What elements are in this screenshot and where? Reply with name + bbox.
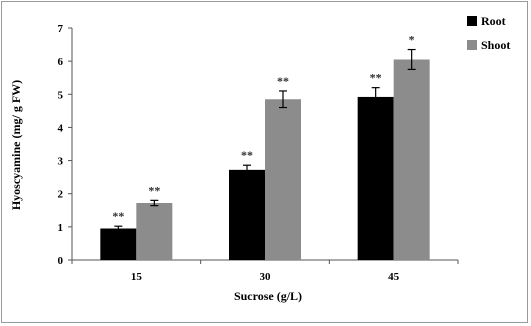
significance-label: * [409, 33, 415, 47]
bar-shoot-15 [136, 202, 173, 260]
significance-label: ** [148, 183, 160, 197]
legend-label-root: Root [481, 14, 506, 28]
bar-root-15 [100, 228, 137, 260]
y-axis-title: Hyoscyamine (mg/ g FW) [9, 80, 23, 210]
legend: Root Shoot [467, 14, 510, 52]
legend-swatch-shoot [467, 40, 477, 50]
y-tick-label: 5 [58, 89, 64, 101]
bar-root-30 [229, 169, 265, 260]
x-tick-label: 30 [260, 271, 272, 283]
legend-swatch-root [467, 16, 477, 26]
legend-label-shoot: Shoot [481, 38, 510, 52]
bars [100, 48, 430, 261]
y-tick-label: 0 [58, 255, 64, 267]
y-tick-label: 1 [58, 222, 64, 234]
significance-label: ** [241, 148, 253, 162]
bar-shoot-30 [265, 99, 301, 260]
significance-label: ** [112, 209, 124, 223]
y-tick-label: 6 [58, 56, 64, 68]
bar-root-45 [357, 96, 394, 261]
y-tick-label: 7 [58, 23, 64, 35]
x-axis-title: Sucrose (g/L) [234, 289, 302, 303]
y-tick-label: 4 [58, 122, 64, 134]
x-tick-label: 45 [388, 271, 400, 283]
significance-label: ** [277, 74, 289, 88]
y-tick-label: 2 [58, 189, 64, 201]
y-tick-label: 3 [58, 156, 64, 168]
x-tick-label: 15 [131, 271, 143, 283]
bar-shoot-45 [393, 59, 430, 260]
significance-label: ** [370, 71, 382, 85]
